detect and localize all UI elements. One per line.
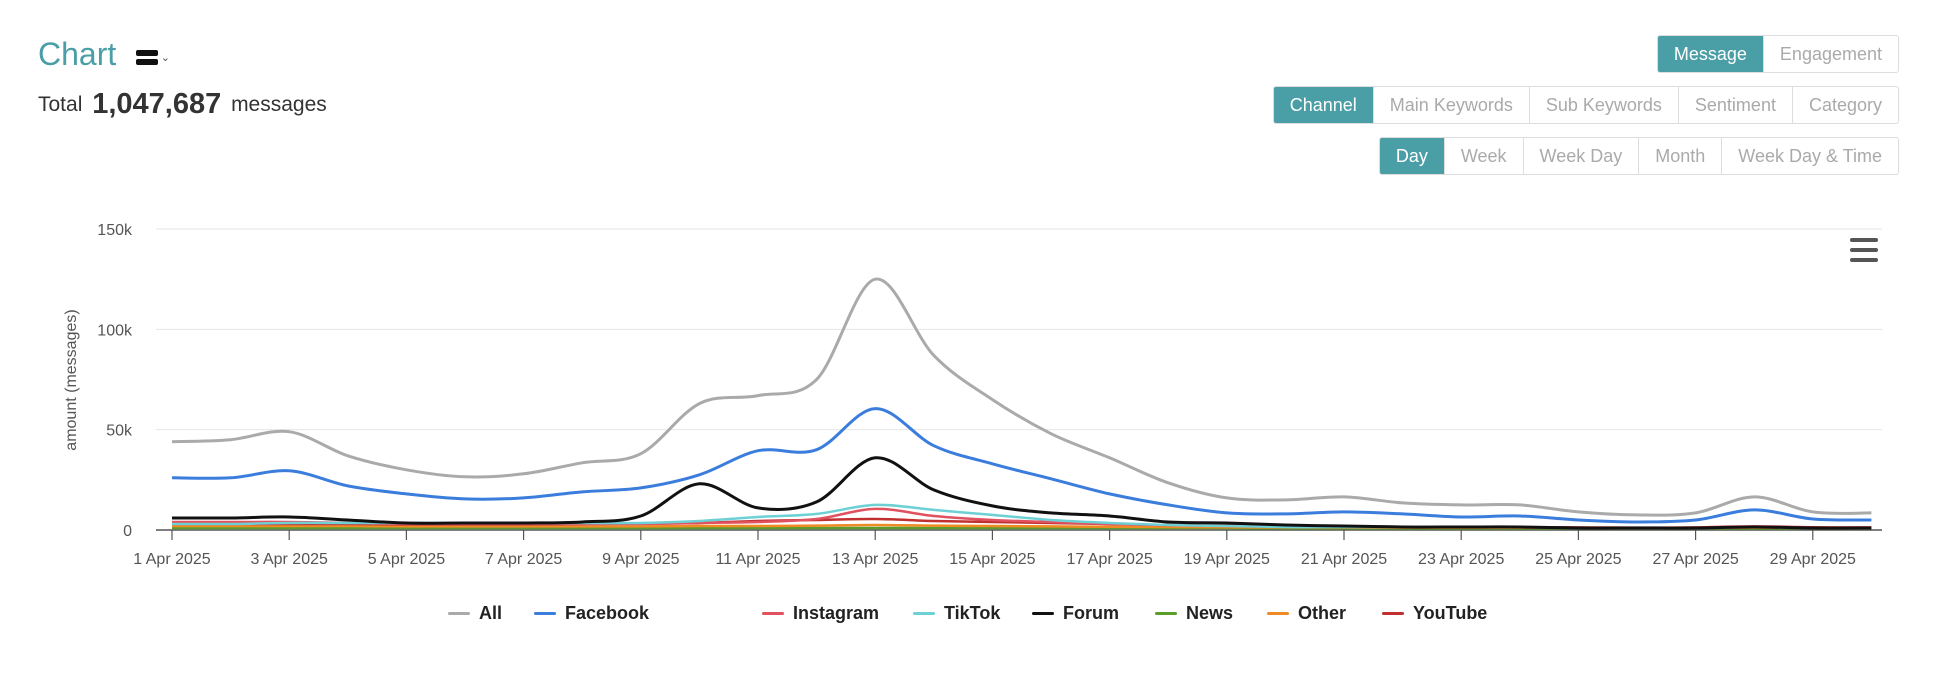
legend-item-facebook[interactable]: Facebook — [534, 603, 649, 624]
sentiment-button[interactable]: Sentiment — [1677, 87, 1792, 123]
x-axis: 1 Apr 2025 3 Apr 2025 5 Apr 2025 7 Apr 2025… — [133, 529, 1882, 568]
legend-swatch — [1032, 612, 1054, 615]
message-button[interactable]: Message — [1657, 36, 1763, 72]
chart-series — [171, 277, 1872, 530]
legend-swatch — [448, 612, 470, 615]
legend-label: News — [1186, 603, 1234, 623]
x-tick-label: 11 Apr 2025 — [715, 551, 800, 568]
category-button[interactable]: Category — [1791, 87, 1898, 123]
month-button[interactable]: Month — [1638, 138, 1721, 174]
x-tick-label: 27 Apr 2025 — [1652, 551, 1738, 568]
chart-type-toggle-button[interactable]: ⌄ — [136, 46, 170, 68]
legend-label: TikTok — [944, 603, 1001, 623]
x-tick-label: 13 Apr 2025 — [832, 551, 918, 568]
legend-item-other[interactable]: Other — [1267, 603, 1346, 624]
x-tick-label: 23 Apr 2025 — [1418, 551, 1504, 568]
legend-item-instagram[interactable]: Instagram — [762, 603, 879, 624]
x-tick-label: 25 Apr 2025 — [1535, 551, 1621, 568]
total-prefix: Total — [38, 93, 83, 116]
x-tick-label: 15 Apr 2025 — [949, 551, 1035, 568]
metric-button-group: Message Engagement — [1656, 35, 1899, 73]
chart-grid — [156, 228, 1882, 431]
chevron-down-icon: ⌄ — [160, 50, 170, 64]
total-suffix: messages — [231, 93, 327, 116]
y-tick-label: 150k — [97, 222, 133, 239]
sub-keywords-button[interactable]: Sub Keywords — [1528, 87, 1678, 123]
series-line-facebook — [171, 407, 1872, 524]
toggle-icon — [136, 49, 158, 65]
engagement-button[interactable]: Engagement — [1762, 36, 1898, 72]
x-tick-label: 29 Apr 2025 — [1770, 551, 1856, 568]
line-chart: 0 50k 100k 150k amount (messages) 1 Apr 202… — [63, 222, 1882, 568]
x-tick-label: 17 Apr 2025 — [1066, 551, 1152, 568]
time-button-group: Day Week Week Day Month Week Day & Time — [1378, 137, 1899, 175]
x-tick-label: 5 Apr 2025 — [368, 551, 446, 568]
y-tick-label: 50k — [106, 423, 133, 440]
day-button[interactable]: Day — [1379, 138, 1444, 174]
main-keywords-button[interactable]: Main Keywords — [1372, 87, 1529, 123]
chart-menu-icon[interactable] — [1850, 238, 1878, 262]
legend-label: YouTube — [1413, 603, 1488, 623]
channel-button[interactable]: Channel — [1273, 87, 1373, 123]
legend-item-all[interactable]: All — [448, 603, 502, 624]
x-tick-label: 1 Apr 2025 — [133, 551, 211, 568]
legend-item-news[interactable]: News — [1155, 603, 1233, 624]
x-tick-label: 7 Apr 2025 — [485, 551, 563, 568]
legend-item-tiktok[interactable]: TikTok — [913, 603, 1000, 624]
y-axis-ticks: 0 50k 100k 150k — [97, 222, 133, 540]
legend-item-youtube[interactable]: YouTube — [1382, 603, 1487, 624]
y-tick-label: 0 — [123, 523, 132, 540]
x-tick-label: 21 Apr 2025 — [1301, 551, 1387, 568]
legend-swatch — [762, 612, 784, 615]
total-summary: Total 1,047,687 messages — [38, 86, 327, 120]
week-day-time-button[interactable]: Week Day & Time — [1721, 138, 1898, 174]
chart-title: Chart — [38, 36, 117, 72]
x-tick-label: 9 Apr 2025 — [602, 551, 680, 568]
y-axis-label: amount (messages) — [63, 309, 80, 450]
legend-label: All — [479, 603, 503, 623]
legend-swatch — [1155, 612, 1177, 615]
total-count: 1,047,687 — [92, 88, 222, 120]
series-line-forum — [171, 456, 1872, 530]
legend-swatch — [1267, 612, 1289, 615]
x-tick-label: 19 Apr 2025 — [1184, 551, 1270, 568]
legend-label: Facebook — [565, 603, 650, 623]
legend-swatch — [913, 612, 935, 615]
legend-label: Forum — [1063, 603, 1119, 623]
legend-swatch — [1382, 612, 1404, 615]
dimension-button-group: Channel Main Keywords Sub Keywords Sentimen… — [1272, 86, 1899, 124]
y-tick-label: 100k — [97, 322, 133, 339]
week-day-button[interactable]: Week Day — [1522, 138, 1639, 174]
legend-label: Other — [1298, 603, 1347, 623]
legend-label: Instagram — [793, 603, 880, 623]
x-tick-label: 3 Apr 2025 — [250, 551, 328, 568]
series-line-all — [171, 277, 1872, 517]
legend-swatch — [534, 612, 556, 615]
legend-item-forum[interactable]: Forum — [1032, 603, 1119, 624]
week-button[interactable]: Week — [1443, 138, 1523, 174]
